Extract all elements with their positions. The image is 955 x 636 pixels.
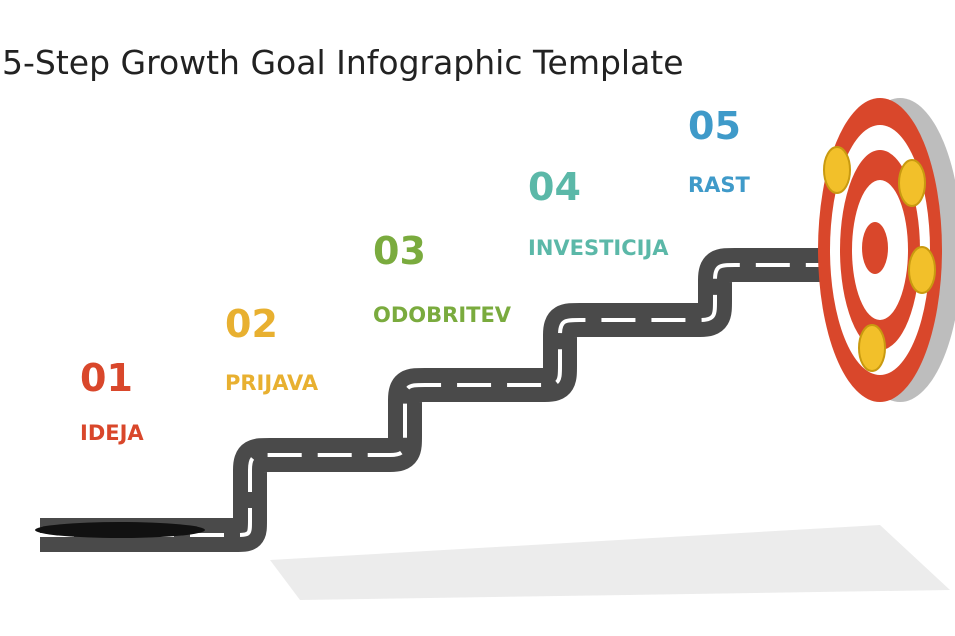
- step-number: 02: [225, 302, 278, 346]
- step-label: PRIJAVA: [225, 371, 319, 395]
- step-label: IDEJA: [80, 421, 144, 445]
- road-line: [40, 263, 895, 537]
- hole: [35, 522, 205, 538]
- step-label: RAST: [688, 173, 751, 197]
- coins: [823, 146, 936, 372]
- step-number: 03: [373, 229, 426, 273]
- step-label: ODOBRITEV: [373, 303, 512, 327]
- step-label: INVESTICIJA: [528, 236, 669, 260]
- step-number: 05: [688, 104, 741, 148]
- title: 5-Step Growth Goal Infographic Template: [2, 43, 684, 82]
- step-number: 01: [80, 356, 133, 400]
- step-number: 04: [528, 165, 581, 209]
- staircase-road: [35, 248, 895, 552]
- target: [818, 98, 955, 402]
- shadow: [270, 525, 950, 600]
